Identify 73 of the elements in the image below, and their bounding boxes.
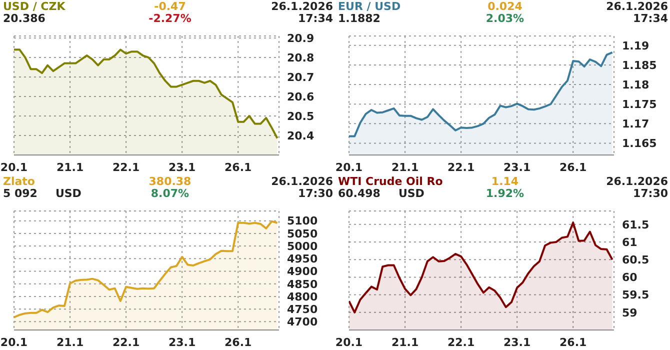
y-tick-label: 4800 — [287, 290, 318, 304]
text: 20.386 — [3, 12, 46, 25]
text: 26.1.2026 — [606, 175, 668, 188]
x-tick-label: 22.1 — [112, 160, 140, 174]
x-tick-label: 21.1 — [56, 160, 84, 174]
text: 60.498 — [338, 187, 380, 200]
text: 17:30 — [632, 187, 668, 200]
text: 0.024 — [486, 0, 524, 13]
y-tick-label: 61 — [622, 236, 638, 249]
text: 8.07% — [150, 187, 190, 200]
x-tick-label: 23.1 — [504, 336, 531, 349]
y-tick-label: 20.8 — [287, 51, 314, 64]
text: 26.1.2026 — [606, 0, 668, 13]
text: 2.03% — [484, 12, 526, 25]
y-tick-label: 4950 — [287, 252, 318, 266]
y-tick-label: 1.17 — [622, 118, 650, 131]
chart-title: Zlato — [3, 175, 35, 188]
text: 17:34 — [298, 12, 333, 25]
text: USD — [398, 187, 424, 200]
text: 26.1.2026 — [271, 175, 333, 188]
text: -0.47 — [153, 0, 187, 13]
x-tick-label: 21.1 — [56, 336, 84, 349]
y-tick-label: 5050 — [287, 227, 318, 240]
text: 17:30 — [298, 187, 333, 200]
y-tick-label: 1.18 — [622, 78, 650, 92]
text: 380.38 — [148, 175, 192, 188]
x-tick-label: 23.1 — [168, 336, 196, 349]
y-tick-label: 20.4 — [287, 129, 314, 142]
x-tick-label: 26.1 — [560, 160, 587, 174]
x-tick-label: 20.1 — [335, 336, 363, 349]
y-tick-label: 20.6 — [287, 90, 314, 104]
y-tick-label: 4850 — [287, 278, 318, 291]
text: USD — [55, 187, 82, 200]
x-tick-label: 26.1 — [560, 336, 587, 349]
x-tick-label: 21.1 — [391, 160, 419, 174]
y-tick-label: 61.5 — [622, 218, 650, 232]
chart-title: EUR / USD — [338, 0, 401, 13]
y-tick-label: 4900 — [287, 265, 318, 278]
x-tick-label: 20.1 — [0, 160, 28, 174]
chart-title: USD / CZK — [3, 0, 66, 13]
y-tick-label: 1.185 — [622, 58, 657, 72]
text: 1.1882 — [338, 12, 380, 25]
x-tick-label: 20.1 — [0, 336, 28, 349]
x-tick-label: 26.1 — [224, 160, 252, 174]
y-tick-label: 59.5 — [622, 288, 650, 302]
y-tick-label: 1.165 — [622, 137, 657, 150]
x-tick-label: 22.1 — [112, 336, 140, 349]
chart-title: WTI Crude Oil Ro — [338, 175, 443, 188]
x-tick-label: 20.1 — [335, 160, 363, 174]
text: -2.27% — [148, 12, 192, 25]
y-tick-label: 60.5 — [622, 253, 650, 266]
y-tick-label: 4750 — [287, 302, 318, 316]
text: 1.92% — [484, 187, 526, 200]
y-tick-label: 20.7 — [287, 70, 314, 84]
text: 1.14 — [490, 175, 520, 188]
y-tick-label: 4700 — [287, 316, 318, 329]
text: 26.1.2026 — [271, 0, 333, 13]
x-tick-label: 23.1 — [168, 160, 196, 174]
y-tick-label: 5000 — [287, 240, 318, 253]
x-tick-label: 21.1 — [391, 336, 419, 349]
x-tick-label: 22.1 — [447, 336, 475, 349]
y-tick-label: 60 — [622, 271, 638, 284]
y-tick-label: 59 — [622, 306, 638, 320]
y-tick-label: 20.9 — [287, 32, 314, 45]
y-tick-label: 1.175 — [622, 98, 657, 112]
x-tick-label: 26.1 — [224, 336, 252, 349]
y-tick-label: 1.19 — [622, 39, 650, 52]
text: 17:34 — [632, 12, 668, 25]
y-tick-label: 5100 — [287, 214, 318, 228]
y-tick-label: 20.5 — [287, 110, 314, 123]
x-tick-label: 22.1 — [447, 160, 475, 174]
text: 5 092 — [3, 187, 38, 200]
x-tick-label: 23.1 — [504, 160, 531, 174]
